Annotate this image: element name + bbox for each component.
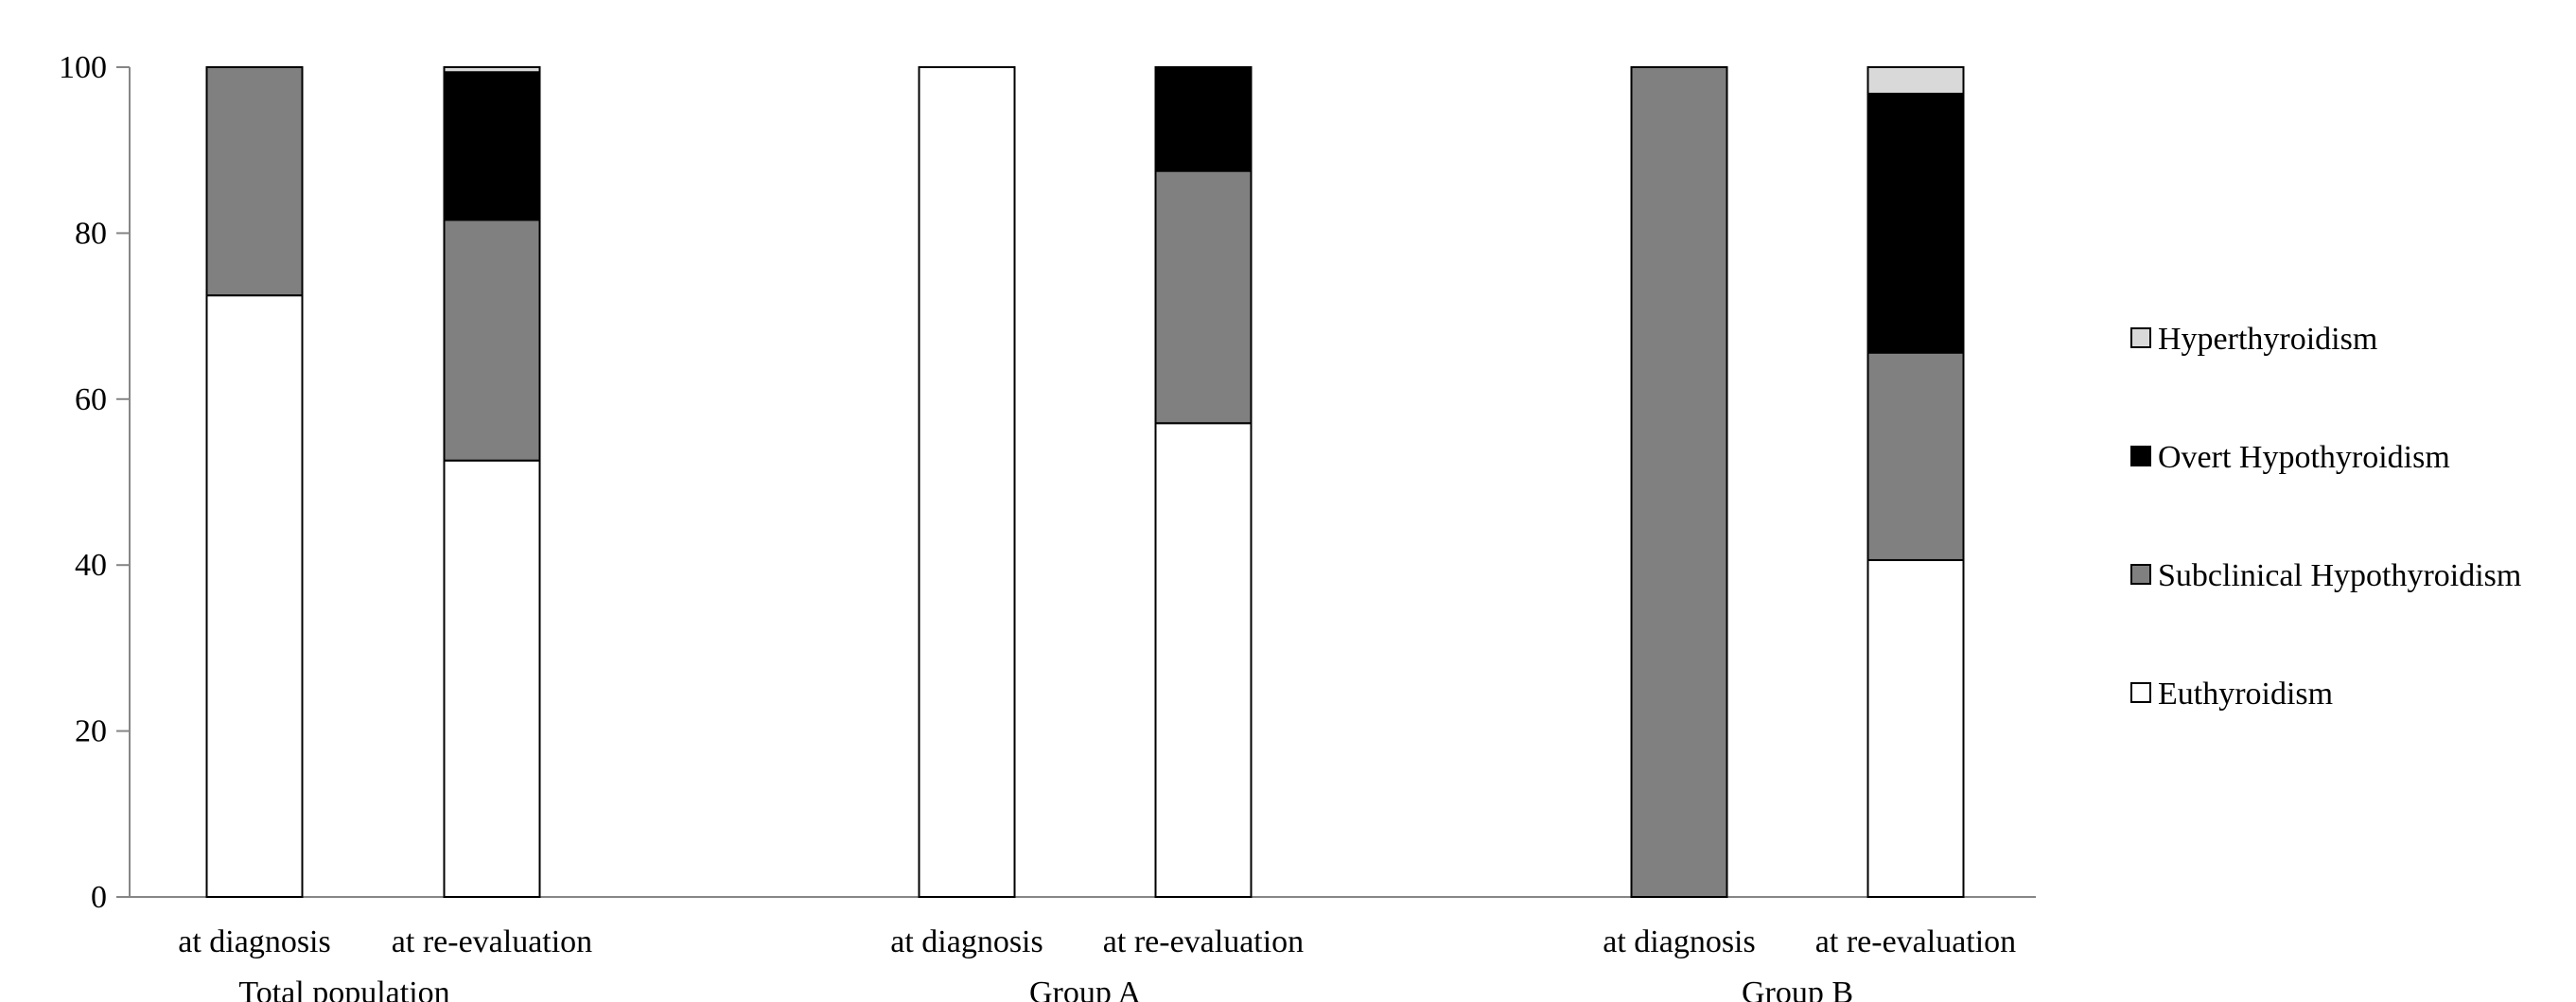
x-category-label: at re-evaluation bbox=[1103, 924, 1304, 959]
bar-segment-subclinical-hypothyroidism bbox=[205, 66, 304, 297]
bar-segment-euthyroidism bbox=[443, 459, 541, 898]
x-category-label: at re-evaluation bbox=[392, 924, 592, 959]
chart-bars bbox=[205, 66, 1965, 898]
y-tick-label: 100 bbox=[59, 50, 107, 85]
legend-swatch-hyperthyroidism bbox=[2130, 327, 2151, 348]
y-tick-label: 40 bbox=[75, 548, 107, 583]
x-category-label: at re-evaluation bbox=[1815, 924, 2016, 959]
bar-segment-subclinical-hypothyroidism bbox=[1630, 66, 1728, 898]
x-category-label: at diagnosis bbox=[890, 924, 1043, 959]
bar-segment-hyperthyroidism bbox=[443, 66, 541, 74]
legend-label-hyperthyroidism: Hyperthyroidism bbox=[2158, 322, 2377, 357]
bar-segment-overt-hypothyroidism bbox=[443, 71, 541, 221]
legend-label-overt-hypothyroidism: Overt Hypothyroidism bbox=[2158, 440, 2450, 475]
legend-swatch-overt-hypothyroidism bbox=[2130, 446, 2151, 466]
bar-segment-subclinical-hypothyroidism bbox=[443, 219, 541, 462]
x-category-label: at diagnosis bbox=[178, 924, 330, 959]
legend-label-euthyroidism: Euthyroidism bbox=[2158, 677, 2333, 712]
y-tick-label: 20 bbox=[75, 714, 107, 749]
bar-segment-euthyroidism bbox=[918, 66, 1016, 898]
bar-segment-subclinical-hypothyroidism bbox=[1154, 169, 1253, 425]
chart-axes: 0 20 40 60 80 100 bbox=[59, 50, 2036, 915]
bar-segment-overt-hypothyroidism bbox=[1866, 93, 1965, 354]
x-group-label: Group B bbox=[1742, 976, 1853, 1002]
chart-labels: at diagnosis at re-evaluation Total popula… bbox=[178, 924, 2016, 1002]
y-tick-label: 80 bbox=[75, 216, 107, 251]
legend-label-subclinical-hypothyroidism: Subclinical Hypothyroidism bbox=[2158, 558, 2521, 593]
chart-legend: Hyperthyroidism Overt Hypothyroidism Subcl… bbox=[2130, 322, 2521, 712]
legend-swatch-subclinical-hypothyroidism bbox=[2130, 564, 2151, 585]
legend-swatch-euthyroidism bbox=[2130, 682, 2151, 703]
bar-segment-hyperthyroidism bbox=[1866, 66, 1965, 96]
x-group-label: Group A bbox=[1029, 976, 1142, 1002]
bar-segment-euthyroidism bbox=[205, 294, 304, 898]
y-tick-label: 0 bbox=[91, 880, 107, 915]
bar-segment-overt-hypothyroidism bbox=[1154, 66, 1253, 172]
bar-segment-euthyroidism bbox=[1866, 558, 1965, 898]
bar-segment-subclinical-hypothyroidism bbox=[1866, 351, 1965, 561]
y-tick-label: 60 bbox=[75, 382, 107, 417]
x-group-label: Total population bbox=[238, 976, 449, 1002]
bar-segment-euthyroidism bbox=[1154, 422, 1253, 898]
x-category-label: at diagnosis bbox=[1603, 924, 1755, 959]
